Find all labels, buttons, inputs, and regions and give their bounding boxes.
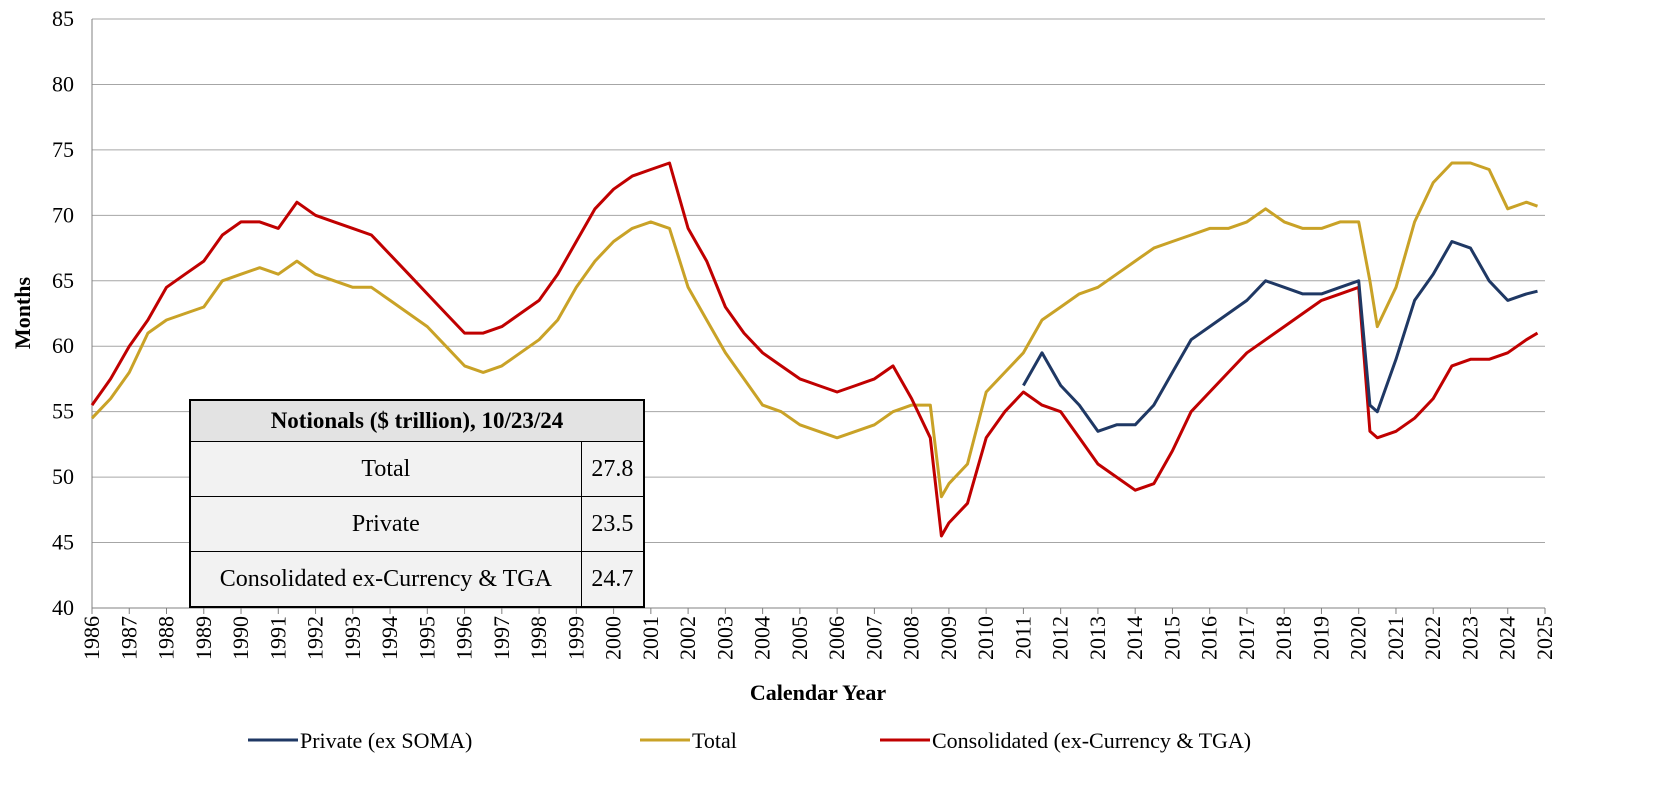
x-tick-label: 2012 <box>1048 616 1073 660</box>
x-tick-label: 1993 <box>340 616 365 660</box>
table-cell: Private <box>189 496 582 552</box>
y-tick-label: 70 <box>52 202 74 227</box>
x-tick-label: 2025 <box>1532 616 1557 660</box>
x-tick-label: 1992 <box>303 616 328 660</box>
y-tick-label: 75 <box>52 137 74 162</box>
x-tick-label: 1990 <box>228 616 253 660</box>
y-tick-label: 65 <box>52 268 74 293</box>
table-cell: 23.5 <box>580 496 645 552</box>
x-tick-label: 2002 <box>675 616 700 660</box>
x-tick-label: 1995 <box>414 616 439 660</box>
x-tick-label: 2021 <box>1383 616 1408 660</box>
x-tick-label: 1986 <box>79 616 104 660</box>
x-tick-label: 2011 <box>1010 616 1035 659</box>
x-tick-label: 1988 <box>154 616 179 660</box>
x-tick-label: 1999 <box>563 616 588 660</box>
x-tick-label: 2006 <box>824 616 849 660</box>
x-tick-label: 2018 <box>1271 616 1296 660</box>
legend-label: Total <box>692 728 737 753</box>
series-line <box>90 161 1539 499</box>
x-tick-label: 1996 <box>452 616 477 660</box>
y-tick-label: 45 <box>52 530 74 555</box>
x-tick-label: 2005 <box>787 616 812 660</box>
x-tick-label: 2024 <box>1495 616 1520 660</box>
x-tick-label: 2013 <box>1085 616 1110 660</box>
x-tick-label: 2000 <box>601 616 626 660</box>
series-line <box>1022 240 1538 433</box>
y-tick-label: 85 <box>52 6 74 31</box>
x-tick-label: 2016 <box>1197 616 1222 660</box>
x-tick-label: 1987 <box>116 616 141 660</box>
x-tick-label: 2008 <box>899 616 924 660</box>
x-tick-label: 1997 <box>489 616 514 660</box>
x-tick-label: 2019 <box>1308 616 1333 660</box>
x-tick-label: 2022 <box>1420 616 1445 660</box>
x-tick-label: 1998 <box>526 616 551 660</box>
y-tick-label: 50 <box>52 464 74 489</box>
x-tick-label: 2001 <box>638 616 663 660</box>
table-title: Notionals ($ trillion), 10/23/24 <box>189 399 645 442</box>
legend-label: Consolidated (ex-Currency & TGA) <box>932 728 1251 753</box>
x-axis-label: Calendar Year <box>750 680 887 705</box>
x-tick-label: 2020 <box>1346 616 1371 660</box>
y-tick-label: 80 <box>52 71 74 96</box>
table-cell: Consolidated ex-Currency & TGA <box>189 551 582 608</box>
x-tick-label: 2009 <box>936 616 961 660</box>
x-tick-label: 2015 <box>1159 616 1184 660</box>
table-cell: 24.7 <box>580 551 645 608</box>
x-tick-label: 2023 <box>1457 616 1482 660</box>
y-axis-label: Months <box>10 277 35 350</box>
y-tick-label: 40 <box>52 595 74 620</box>
table-cell: 27.8 <box>580 441 645 497</box>
x-tick-label: 2017 <box>1234 616 1259 660</box>
x-tick-label: 2014 <box>1122 616 1147 660</box>
x-tick-label: 2010 <box>973 616 998 660</box>
x-tick-label: 2007 <box>861 616 886 660</box>
legend-label: Private (ex SOMA) <box>300 728 472 753</box>
x-tick-label: 2004 <box>750 616 775 660</box>
series-line <box>90 161 1539 538</box>
table-cell: Total <box>189 441 582 497</box>
y-tick-label: 55 <box>52 399 74 424</box>
inset-table: Notionals ($ trillion), 10/23/24 Total 27… <box>189 399 645 608</box>
x-tick-label: 1991 <box>265 616 290 660</box>
x-tick-label: 2003 <box>712 616 737 660</box>
x-tick-label: 1989 <box>191 616 216 660</box>
x-tick-label: 1994 <box>377 616 402 660</box>
y-tick-label: 60 <box>52 333 74 358</box>
